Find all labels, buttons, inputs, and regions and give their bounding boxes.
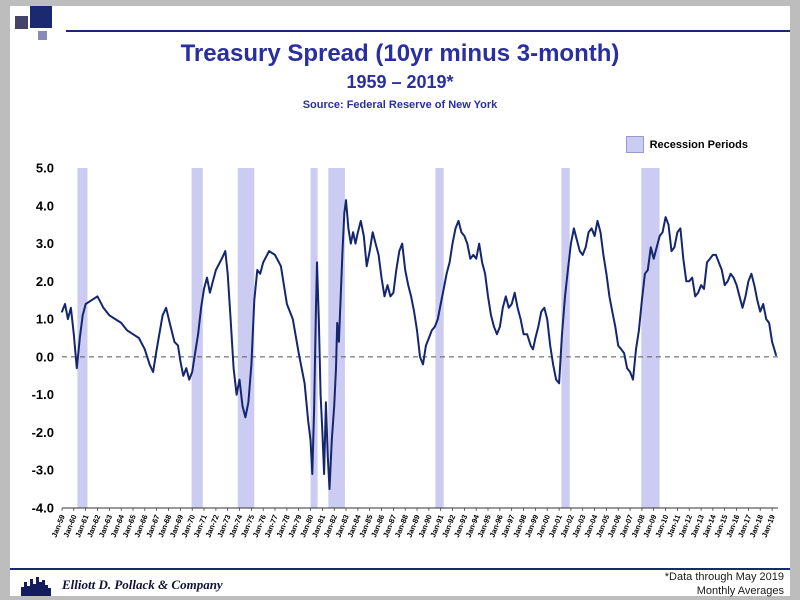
recession-band	[641, 168, 660, 508]
recession-band	[310, 168, 318, 508]
page-title: Treasury Spread (10yr minus 3-month)	[180, 40, 620, 67]
y-axis-label: -2.0	[32, 425, 54, 440]
page-subtitle: 1959 – 2019*	[346, 72, 454, 92]
slide: Treasury Spread (10yr minus 3-month) 195…	[10, 6, 790, 599]
y-axis-label: -4.0	[32, 501, 54, 516]
company-logo-icon	[21, 577, 51, 596]
y-axis-label: -3.0	[32, 463, 54, 478]
recession-swatch	[625, 136, 644, 153]
footer-note: *Data through May 2019 Monthly Averages	[665, 571, 784, 599]
y-axis-label: 4.0	[36, 198, 54, 213]
y-axis-label: 3.0	[36, 236, 54, 251]
data-through-note: *Data through May 2019	[664, 571, 784, 583]
monthly-averages-note: Monthly Averages	[696, 584, 784, 597]
treasury-spread-chart: 5.0 4.0 3.0 2.0 1.0 0.0 -1.0 -2.0 -3.0 -4.0 Jan-59…	[18, 156, 790, 566]
source-line: Source: Federal Reserve of New York	[302, 99, 498, 111]
company-name: Elliott D. Pollack & Company	[62, 577, 223, 592]
decorative-square	[15, 16, 28, 29]
y-axis-label: 5.0	[36, 161, 54, 176]
y-axis-label: -1.0	[32, 387, 54, 402]
decorative-square	[30, 6, 52, 28]
spread-line	[61, 199, 777, 491]
recession-band	[237, 168, 255, 508]
title-block: Treasury Spread (10yr minus 3-month) 195…	[10, 40, 790, 111]
recession-band	[435, 168, 444, 508]
legend-label: Recession Periods	[649, 138, 748, 151]
footer-left: Elliott D. Pollack & Company	[20, 573, 223, 597]
recession-band	[561, 168, 570, 508]
legend: Recession Periods	[625, 136, 748, 153]
chart-canvas: 5.04.03.02.01.00.0-1.0-2.0-3.0-4.0Jan-59…	[32, 161, 778, 539]
y-axis-label: 2.0	[36, 274, 54, 289]
bottom-divider-line	[10, 568, 790, 570]
decorative-square	[38, 31, 47, 40]
top-divider-line	[66, 30, 790, 32]
y-axis-label: 0.0	[36, 349, 54, 364]
recession-band	[77, 168, 88, 508]
y-axis-label: 1.0	[36, 312, 54, 327]
